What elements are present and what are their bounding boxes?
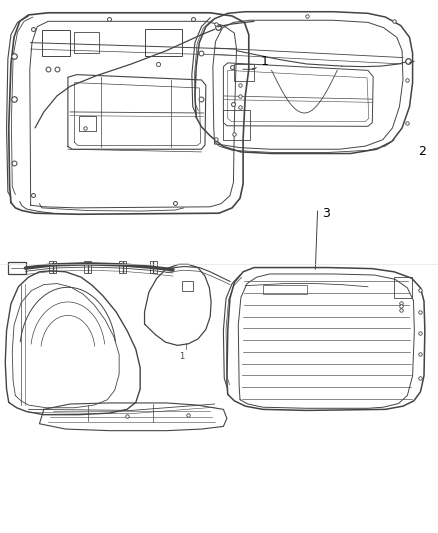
Bar: [119, 261, 126, 273]
Bar: [182, 281, 193, 291]
Text: 3: 3: [322, 207, 330, 220]
Text: 2: 2: [418, 146, 426, 158]
Bar: [42, 30, 70, 56]
Bar: [150, 261, 157, 273]
Bar: [263, 285, 307, 294]
Bar: [84, 261, 91, 273]
Text: 1: 1: [179, 352, 184, 361]
Bar: [234, 64, 254, 81]
Bar: [223, 110, 250, 140]
Bar: [79, 116, 96, 131]
Text: 1: 1: [261, 55, 268, 68]
FancyBboxPatch shape: [8, 262, 26, 274]
Bar: [74, 32, 99, 53]
Bar: [145, 29, 182, 56]
Bar: [394, 277, 412, 298]
Bar: [49, 261, 56, 273]
